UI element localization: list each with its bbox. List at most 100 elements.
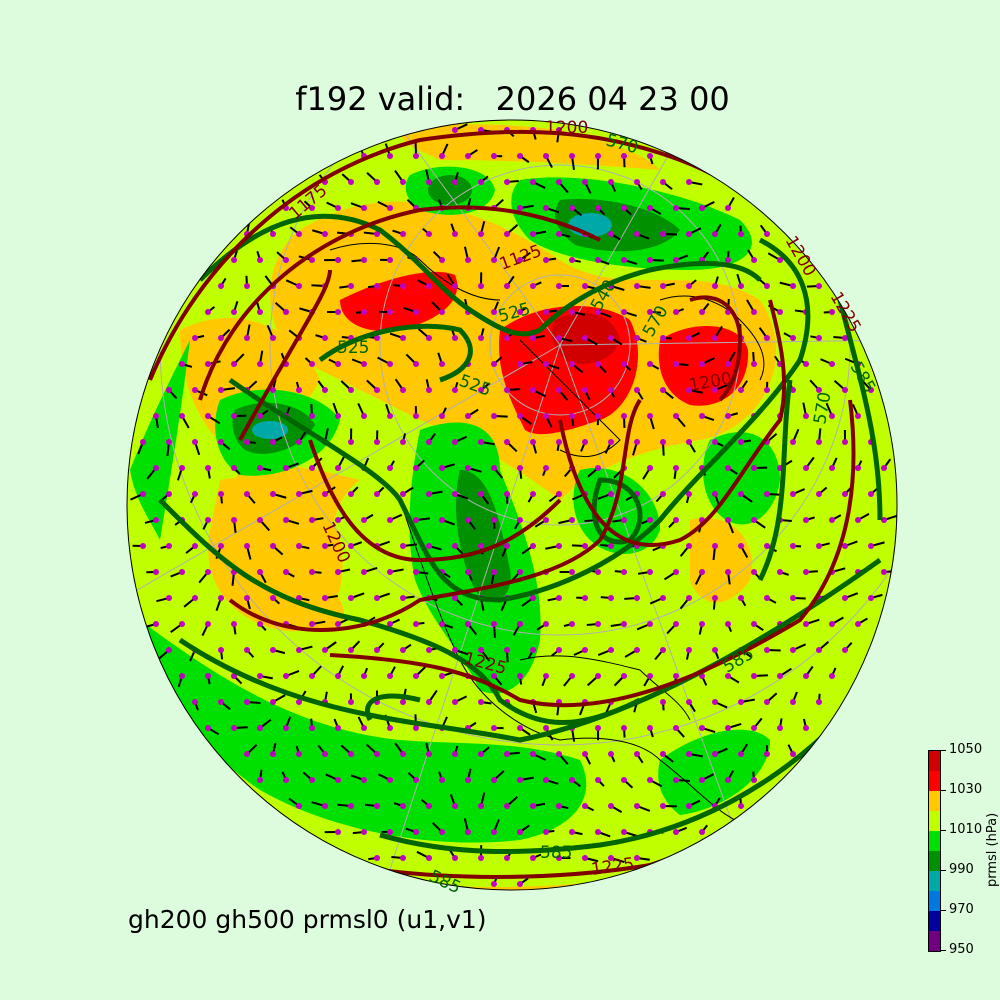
wind-point <box>699 361 705 367</box>
wind-point <box>790 439 796 445</box>
wind-point <box>504 335 510 341</box>
wind-point <box>335 361 341 367</box>
wind-point <box>153 569 159 575</box>
wind-point <box>569 621 575 627</box>
wind-point <box>387 621 393 627</box>
wind-point <box>309 777 315 783</box>
wind-point <box>517 153 523 159</box>
wind-point <box>517 413 523 419</box>
colorbar-tick: 1050 <box>941 742 982 757</box>
wind-point <box>764 647 770 653</box>
wind-point <box>387 465 393 471</box>
wind-point <box>257 361 263 367</box>
wind-point <box>660 699 666 705</box>
wind-point <box>205 465 211 471</box>
wind-point <box>218 439 224 445</box>
wind-point <box>296 699 302 705</box>
wind-point <box>218 647 224 653</box>
wind-point <box>517 361 523 367</box>
wind-point <box>335 517 341 523</box>
wind-point <box>712 751 718 757</box>
colorbar-segment <box>929 831 940 851</box>
wind-point <box>504 179 510 185</box>
wind-point <box>426 335 432 341</box>
wind-point <box>374 439 380 445</box>
wind-point <box>465 777 471 783</box>
wind-point <box>855 517 861 523</box>
wind-point <box>465 153 471 159</box>
wind-point <box>556 179 562 185</box>
wind-point <box>829 309 835 315</box>
low-pressure-region <box>140 620 587 843</box>
wind-point <box>192 439 198 445</box>
colorbar-tick: 1030 <box>941 782 982 797</box>
wind-point <box>569 309 575 315</box>
wind-point <box>829 413 835 419</box>
wind-point <box>257 777 263 783</box>
wind-point <box>231 517 237 523</box>
wind-point <box>673 465 679 471</box>
pressure-region <box>690 518 752 603</box>
wind-point <box>361 569 367 575</box>
wind-point <box>777 673 783 679</box>
wind-point <box>322 231 328 237</box>
wind-point <box>699 777 705 783</box>
map-title: f192 valid: 2026 04 23 00 <box>295 80 730 118</box>
wind-point <box>621 569 627 575</box>
wind-point <box>556 439 562 445</box>
low-pressure-region <box>455 470 511 601</box>
wind-point <box>361 829 367 835</box>
wind-point <box>517 673 523 679</box>
wind-point <box>426 231 432 237</box>
wind-point <box>530 543 536 549</box>
wind-point <box>764 595 770 601</box>
wind-point <box>582 595 588 601</box>
gh500-contour <box>178 557 882 743</box>
wind-point <box>400 283 406 289</box>
wind-point <box>725 517 731 523</box>
wind-point <box>452 283 458 289</box>
wind-point <box>270 491 276 497</box>
wind-point <box>270 543 276 549</box>
wind-point <box>582 855 588 861</box>
wind-point <box>348 751 354 757</box>
wind-point <box>634 803 640 809</box>
wind-point <box>751 257 757 263</box>
wind-point <box>192 335 198 341</box>
colorbar-label: prmsl (hPa) <box>985 812 1000 888</box>
wind-point <box>244 699 250 705</box>
wind-point <box>608 803 614 809</box>
wind-point <box>452 335 458 341</box>
wind-point <box>218 699 224 705</box>
wind-point <box>335 725 341 731</box>
wind-point <box>595 621 601 627</box>
colorbar-segment <box>929 811 940 831</box>
wind-point <box>517 517 523 523</box>
wind-point <box>491 413 497 419</box>
wind-point <box>725 413 731 419</box>
wind-point <box>400 491 406 497</box>
wind-point <box>582 647 588 653</box>
wind-point <box>192 595 198 601</box>
wind-point <box>335 465 341 471</box>
wind-point <box>153 465 159 471</box>
wind-point <box>608 491 614 497</box>
wind-point <box>348 179 354 185</box>
wind-point <box>660 595 666 601</box>
wind-point <box>855 621 861 627</box>
wind-point <box>608 855 614 861</box>
wind-point <box>504 387 510 393</box>
wind-point <box>634 439 640 445</box>
wind-point <box>426 439 432 445</box>
wind-point <box>491 829 497 835</box>
wind-point <box>218 543 224 549</box>
gh200-contour <box>198 205 601 401</box>
wind-point <box>738 699 744 705</box>
wind-point <box>205 361 211 367</box>
wind-point <box>478 439 484 445</box>
wind-point <box>595 361 601 367</box>
wind-point <box>335 621 341 627</box>
wind-point <box>361 777 367 783</box>
wind-point <box>179 621 185 627</box>
wind-point <box>374 231 380 237</box>
